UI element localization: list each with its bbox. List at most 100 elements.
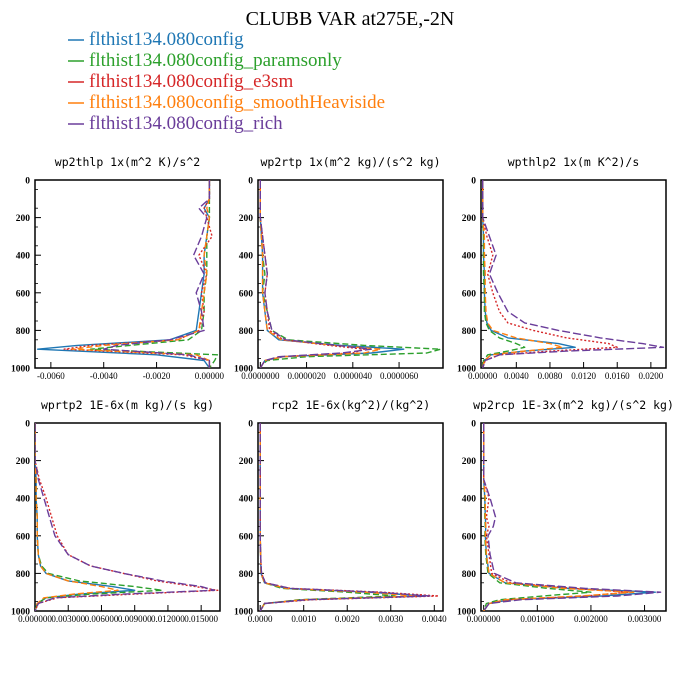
x-tick-label: 0.0040 — [504, 371, 529, 381]
series-line — [35, 423, 119, 611]
series-line — [259, 423, 396, 611]
y-tick-label: 800 — [462, 327, 477, 337]
series-line — [259, 423, 431, 611]
y-tick-label: 0 — [471, 177, 476, 187]
x-tick-label: 0.015000 — [184, 614, 218, 624]
y-tick-label: 200 — [462, 214, 477, 224]
legend-item: flthist134.080config_rich — [68, 113, 283, 134]
legend-label: flthist134.080config_smoothHeaviside — [89, 92, 385, 113]
x-tick-label: 0.0000040 — [334, 371, 373, 381]
subplot-title: rcp2 1E-6x(kg^2)/(kg^2) — [271, 398, 430, 412]
y-tick-label: 0 — [471, 420, 476, 430]
x-tick-label: 0.0160 — [605, 371, 630, 381]
series-line — [482, 180, 564, 368]
series-line — [35, 423, 219, 611]
y-tick-label: 400 — [239, 495, 254, 505]
x-tick-label: -0.0060 — [37, 371, 65, 381]
x-tick-label: 0.0020 — [335, 614, 360, 624]
x-tick-label: 0.00000 — [468, 371, 498, 381]
y-tick-label: 400 — [16, 495, 31, 505]
series-line — [259, 423, 440, 611]
y-tick-label: 800 — [462, 570, 477, 580]
series-line — [259, 180, 366, 368]
x-tick-label: -0.0020 — [143, 371, 171, 381]
legend-item: flthist134.080config — [68, 29, 244, 50]
figure-title: CLUBB VAR at275E,-2N — [246, 8, 455, 30]
series-line — [259, 180, 405, 368]
y-tick-label: 400 — [462, 252, 477, 262]
series-line — [35, 423, 136, 611]
plot-frame — [480, 422, 667, 612]
y-tick-label: 1000 — [11, 608, 30, 618]
series-line — [482, 180, 526, 368]
x-tick-label: 0.002000 — [574, 614, 608, 624]
series-line — [36, 180, 211, 368]
x-tick-label: 0.0080 — [538, 371, 563, 381]
x-tick-label: 0.003000 — [628, 614, 662, 624]
subplot: wprtp2 1E-6x(m kg)/(s kg) 0 200 400 600 800 10… — [11, 398, 221, 624]
plot-frame — [257, 179, 444, 369]
legend: flthist134.080configflthist134.080config… — [68, 29, 385, 134]
y-tick-label: 400 — [462, 495, 477, 505]
legend-label: flthist134.080config_paramsonly — [89, 50, 342, 71]
series-line — [63, 180, 213, 368]
x-tick-label: 0.00000 — [195, 371, 225, 381]
panels: wp2thlp 1x(m^2 K)/s^2 0 200 400 600 800 1000 -0… — [11, 155, 674, 624]
legend-item: flthist134.080config_paramsonly — [68, 50, 342, 71]
subplot: rcp2 1E-6x(kg^2)/(kg^2) 0 200 400 600 800 1000… — [234, 398, 447, 624]
y-tick-label: 600 — [239, 289, 254, 299]
y-tick-label: 1000 — [11, 365, 30, 375]
y-tick-label: 200 — [16, 214, 31, 224]
legend-item: flthist134.080config_e3sm — [68, 71, 293, 92]
series-line — [71, 180, 211, 368]
x-tick-label: 0.0120 — [571, 371, 596, 381]
y-tick-label: 1000 — [457, 608, 476, 618]
x-tick-label: 0.0010 — [291, 614, 316, 624]
y-tick-label: 800 — [239, 327, 254, 337]
y-tick-label: 400 — [16, 252, 31, 262]
y-tick-label: 0 — [25, 177, 30, 187]
x-tick-label: 0.0000 — [248, 614, 273, 624]
plot-frame — [480, 179, 667, 369]
subplot-title: wpthlp2 1x(m K^2)/s — [508, 155, 640, 169]
legend-label: flthist134.080config — [89, 29, 244, 50]
x-tick-label: -0.0040 — [90, 371, 118, 381]
x-tick-label: 0.003000 — [51, 614, 85, 624]
x-tick-label: 0.009000 — [118, 614, 152, 624]
x-tick-label: 0.000000 — [18, 614, 52, 624]
x-tick-label: 0.0000020 — [287, 371, 326, 381]
x-tick-label: 0.012000 — [151, 614, 185, 624]
x-tick-label: 0.006000 — [85, 614, 119, 624]
plot-frame — [257, 422, 444, 612]
subplot-title: wprtp2 1E-6x(m kg)/(s kg) — [41, 398, 214, 412]
x-tick-label: 0.0000000 — [241, 371, 280, 381]
x-tick-label: 0.0000060 — [380, 371, 419, 381]
series-line — [259, 180, 442, 368]
plot-frame — [34, 422, 221, 612]
subplot-title: wp2thlp 1x(m^2 K)/s^2 — [55, 155, 200, 169]
y-tick-label: 200 — [462, 457, 477, 467]
y-tick-label: 600 — [239, 532, 254, 542]
plot-frame — [34, 179, 221, 369]
y-tick-label: 1000 — [234, 365, 253, 375]
series-line — [35, 423, 164, 611]
series-line — [483, 423, 592, 611]
series-line — [483, 423, 662, 611]
x-tick-label: 0.0200 — [638, 371, 663, 381]
y-tick-label: 0 — [248, 420, 253, 430]
y-tick-label: 0 — [248, 177, 253, 187]
series-line — [89, 180, 219, 368]
x-tick-label: 0.001000 — [520, 614, 554, 624]
y-tick-label: 600 — [16, 532, 31, 542]
y-tick-label: 800 — [16, 570, 31, 580]
x-tick-label: 0.000000 — [467, 614, 501, 624]
y-tick-label: 600 — [16, 289, 31, 299]
subplot: wp2rcp 1E-3x(m^2 kg)/(s^2 kg) 0 200 400 600 8… — [457, 398, 674, 624]
series-line — [482, 180, 665, 368]
y-tick-label: 600 — [462, 532, 477, 542]
y-tick-label: 600 — [462, 289, 477, 299]
series-line — [259, 423, 418, 611]
y-tick-label: 0 — [25, 420, 30, 430]
subplot: wp2rtp 1x(m^2 kg)/(s^2 kg) 0 200 400 600 800 1… — [234, 155, 444, 381]
